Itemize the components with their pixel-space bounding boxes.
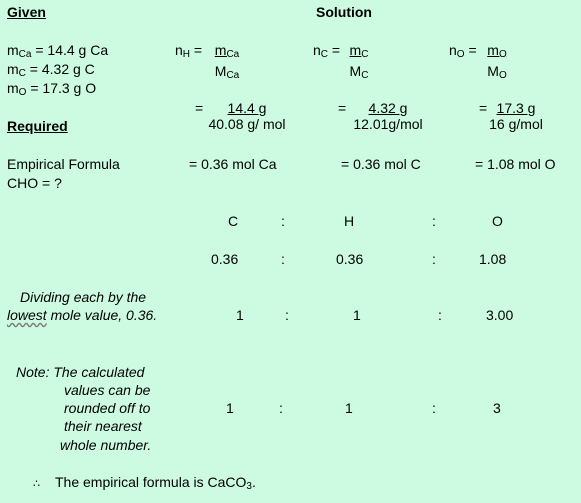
required-heading: Required: [7, 118, 68, 134]
element-c: C: [228, 213, 239, 229]
required-empirical-formula: Empirical Formula: [7, 156, 120, 172]
formula-nc-lhs: nC =: [313, 42, 341, 60]
sub-o-fraction: 17.3 g 16 g/mol: [489, 100, 543, 132]
sub-c-fraction: 4.32 g 12.01g/mol: [353, 100, 423, 132]
element-h: H: [344, 213, 355, 229]
ratio-h: 1: [353, 307, 361, 323]
element-colon: :: [432, 213, 436, 229]
formula-nh-lhs: nH =: [175, 42, 203, 60]
formula-no-fraction: mO MO: [487, 42, 507, 81]
sub-ca-equals: =: [195, 100, 204, 116]
result-c: = 0.36 mol C: [341, 156, 421, 172]
dividing-line1: Dividing each by the: [20, 289, 147, 305]
given-heading: Given: [7, 4, 46, 20]
mole-c: 0.36: [211, 251, 239, 267]
note-line1: Note: The calculated: [16, 364, 145, 380]
element-colon: :: [281, 213, 285, 229]
note-line4: their nearest: [64, 418, 142, 434]
ratio-colon: :: [438, 307, 442, 323]
element-o: O: [492, 213, 503, 229]
note-line2: values can be: [64, 382, 151, 398]
sub-o-equals: =: [479, 100, 488, 116]
result-ca: = 0.36 mol Ca: [189, 156, 277, 172]
conclusion: The empirical formula is CaCO3.: [55, 474, 256, 492]
given-oxygen: mO = 17.3 g O: [7, 80, 97, 98]
dividing-line2: lowest mole value, 0.36.: [7, 307, 158, 323]
mole-colon: :: [432, 251, 436, 267]
formula-nh-fraction: mCa MCa: [214, 42, 240, 81]
required-cho: CHO = ?: [7, 175, 62, 191]
note-line3: rounded off to: [64, 400, 151, 416]
mole-o: 1.08: [479, 251, 507, 267]
rounded-o: 3: [493, 400, 501, 416]
formula-nc-fraction: mC MC: [349, 42, 369, 81]
note-line5: whole number.: [60, 437, 152, 453]
rounded-c: 1: [226, 400, 234, 416]
sub-ca-fraction: 14.4 g 40.08 g/ mol: [208, 100, 286, 132]
solution-heading: Solution: [316, 4, 372, 20]
therefore-icon: ∴: [33, 478, 40, 490]
ratio-c: 1: [236, 307, 244, 323]
formula-no-lhs: nO =: [449, 42, 477, 60]
rounded-h: 1: [345, 400, 353, 416]
mole-h: 0.36: [336, 251, 364, 267]
result-o: = 1.08 mol O: [475, 156, 556, 172]
mole-colon: :: [281, 251, 285, 267]
rounded-colon: :: [432, 400, 436, 416]
sub-c-equals: =: [338, 100, 347, 116]
rounded-colon: :: [279, 400, 283, 416]
given-calcium: mCa = 14.4 g Ca: [7, 42, 109, 60]
ratio-o: 3.00: [486, 307, 514, 323]
ratio-colon: :: [285, 307, 289, 323]
given-carbon: mC = 4.32 g C: [7, 61, 95, 79]
